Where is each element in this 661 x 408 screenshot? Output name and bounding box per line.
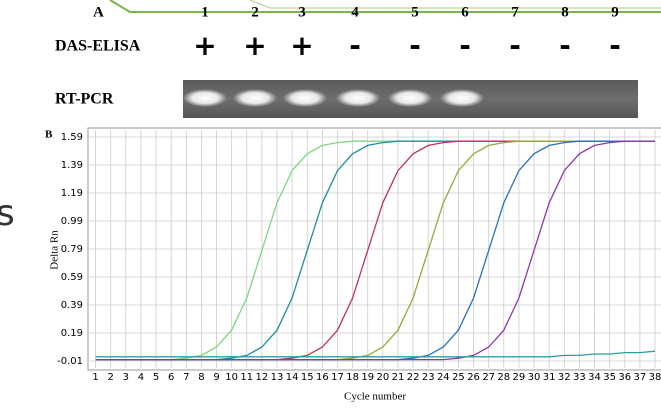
decor-line bbox=[110, 0, 661, 12]
band bbox=[183, 89, 227, 107]
x-tick-label: 24 bbox=[437, 372, 450, 383]
x-tick-label: 23 bbox=[422, 372, 435, 383]
lane-number: 5 bbox=[411, 4, 419, 20]
y-tick-label: 0.59 bbox=[61, 272, 83, 283]
panel-label: A bbox=[93, 4, 104, 20]
elisa-result: + bbox=[290, 29, 313, 62]
x-tick-label: 30 bbox=[528, 372, 541, 383]
elisa-result: + bbox=[243, 29, 266, 62]
elisa-result: - bbox=[509, 29, 521, 62]
y-tick-label: 0.79 bbox=[61, 244, 83, 255]
x-tick-label: 22 bbox=[407, 372, 420, 383]
x-tick-label: 32 bbox=[558, 372, 571, 383]
x-tick-label: 26 bbox=[467, 372, 480, 383]
x-tick-label: 7 bbox=[183, 372, 189, 383]
x-tick-label: 11 bbox=[240, 372, 253, 383]
x-tick-label: 9 bbox=[213, 372, 219, 383]
y-axis-label: Delta Rn bbox=[49, 230, 61, 270]
band bbox=[283, 89, 327, 107]
x-tick-label: 4 bbox=[138, 372, 144, 383]
x-tick-label: 3 bbox=[123, 372, 129, 383]
x-tick-label: 29 bbox=[513, 372, 526, 383]
elisa-result: - bbox=[409, 29, 421, 62]
lane-number: 7 bbox=[511, 4, 519, 20]
y-tick-label: 1.59 bbox=[61, 132, 83, 143]
band bbox=[388, 89, 432, 107]
lane-number: 8 bbox=[561, 4, 569, 20]
x-axis-label: Cycle number bbox=[344, 391, 406, 403]
lane-number: 1 bbox=[201, 4, 209, 20]
x-tick-label: 21 bbox=[392, 372, 405, 383]
x-tick-label: 27 bbox=[482, 372, 495, 383]
slide-fragment: s bbox=[0, 193, 15, 234]
lane-number: 3 bbox=[298, 4, 306, 20]
x-tick-label: 1 bbox=[92, 372, 98, 383]
row-label: DAS-ELISA bbox=[55, 38, 141, 55]
y-tick-label: 1.39 bbox=[61, 160, 83, 171]
lane-number: 6 bbox=[461, 4, 469, 20]
figure: s A DAS-ELISA RT-PCR B Delta Rn Cycle nu… bbox=[0, 0, 661, 408]
x-tick-label: 6 bbox=[168, 372, 174, 383]
x-tick-label: 17 bbox=[331, 372, 344, 383]
x-tick-label: 8 bbox=[198, 372, 204, 383]
decor-line bbox=[250, 0, 661, 8]
x-tick-label: 16 bbox=[316, 372, 329, 383]
y-tick-label: 0.19 bbox=[61, 328, 83, 339]
x-tick-label: 18 bbox=[346, 372, 359, 383]
x-tick-label: 20 bbox=[376, 372, 389, 383]
x-tick-label: 36 bbox=[618, 372, 631, 383]
x-tick-label: 35 bbox=[603, 372, 616, 383]
lane-number: 4 bbox=[351, 4, 359, 20]
x-tick-label: 28 bbox=[497, 372, 510, 383]
figure-svg: s A DAS-ELISA RT-PCR B Delta Rn Cycle nu… bbox=[0, 0, 661, 408]
x-tick-label: 34 bbox=[588, 372, 601, 383]
x-tick-label: 5 bbox=[153, 372, 159, 383]
x-tick-label: 33 bbox=[573, 372, 586, 383]
x-tick-label: 12 bbox=[256, 372, 269, 383]
x-tick-label: 19 bbox=[361, 372, 374, 383]
x-tick-label: 37 bbox=[634, 372, 647, 383]
lane-number: 9 bbox=[611, 4, 619, 20]
x-tick-label: 31 bbox=[543, 372, 556, 383]
elisa-result: - bbox=[609, 29, 621, 62]
x-tick-label: 15 bbox=[301, 372, 314, 383]
x-tick-label: 14 bbox=[286, 372, 299, 383]
band bbox=[336, 89, 380, 107]
y-tick-label: 1.19 bbox=[61, 188, 83, 199]
y-tick-label: -0.01 bbox=[57, 356, 83, 367]
band bbox=[233, 89, 277, 107]
panel-label: B bbox=[45, 129, 53, 141]
x-tick-label: 10 bbox=[225, 372, 238, 383]
elisa-result: - bbox=[349, 29, 361, 62]
x-tick-label: 13 bbox=[271, 372, 284, 383]
lane-number: 2 bbox=[251, 4, 259, 20]
x-tick-label: 25 bbox=[452, 372, 465, 383]
x-tick-label: 2 bbox=[107, 372, 113, 383]
elisa-result: - bbox=[459, 29, 471, 62]
elisa-result: - bbox=[559, 29, 571, 62]
elisa-result: + bbox=[193, 29, 216, 62]
y-tick-label: 0.39 bbox=[61, 300, 83, 311]
x-tick-label: 38 bbox=[649, 372, 661, 383]
band bbox=[440, 89, 484, 107]
y-tick-label: 0.99 bbox=[61, 216, 83, 227]
row-label: RT-PCR bbox=[55, 91, 114, 108]
